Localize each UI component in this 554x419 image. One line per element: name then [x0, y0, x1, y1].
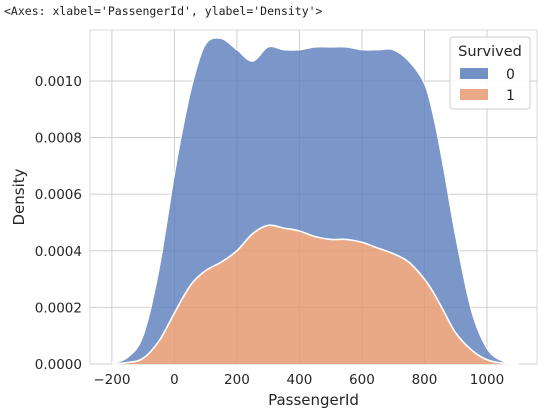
axes-repr-output: <Axes: xlabel='PassengerId', ylabel='Den…	[4, 4, 323, 18]
area-series-1	[111, 225, 519, 364]
y-tick-label: 0.0002	[35, 300, 82, 316]
y-tick-label: 0.0000	[35, 357, 82, 373]
y-tick-label: 0.0006	[35, 187, 82, 203]
area-series-0	[111, 37, 519, 364]
x-tick-label: 0	[170, 372, 179, 388]
x-tick-label: −200	[93, 372, 130, 388]
x-tick-label: 800	[412, 372, 438, 388]
x-tick-label: 1000	[470, 372, 504, 388]
legend-swatch	[460, 89, 488, 100]
density-areas	[111, 37, 519, 365]
legend-entry-label: 0	[506, 67, 515, 83]
y-axis-label: Density	[10, 168, 28, 225]
y-tick-label: 0.0004	[35, 244, 82, 260]
x-tick-label: 400	[287, 372, 313, 388]
tick-labels: −200 0 200 400 600 800 1000 0.0000 0.0002 0.0004 0…	[35, 74, 504, 388]
series-top-line	[111, 37, 519, 365]
y-tick-label: 0.0010	[35, 74, 82, 90]
x-tick-label: 600	[349, 372, 375, 388]
legend-swatch	[460, 68, 488, 79]
y-tick-label: 0.0008	[35, 131, 82, 147]
x-axis-label: PassengerId	[268, 391, 359, 409]
legend-title: Survived	[458, 44, 522, 60]
series-boundary-line	[111, 224, 519, 365]
legend: Survived 0 1	[449, 36, 531, 110]
legend-entry-label: 1	[506, 88, 515, 104]
x-tick-label: 200	[224, 372, 250, 388]
